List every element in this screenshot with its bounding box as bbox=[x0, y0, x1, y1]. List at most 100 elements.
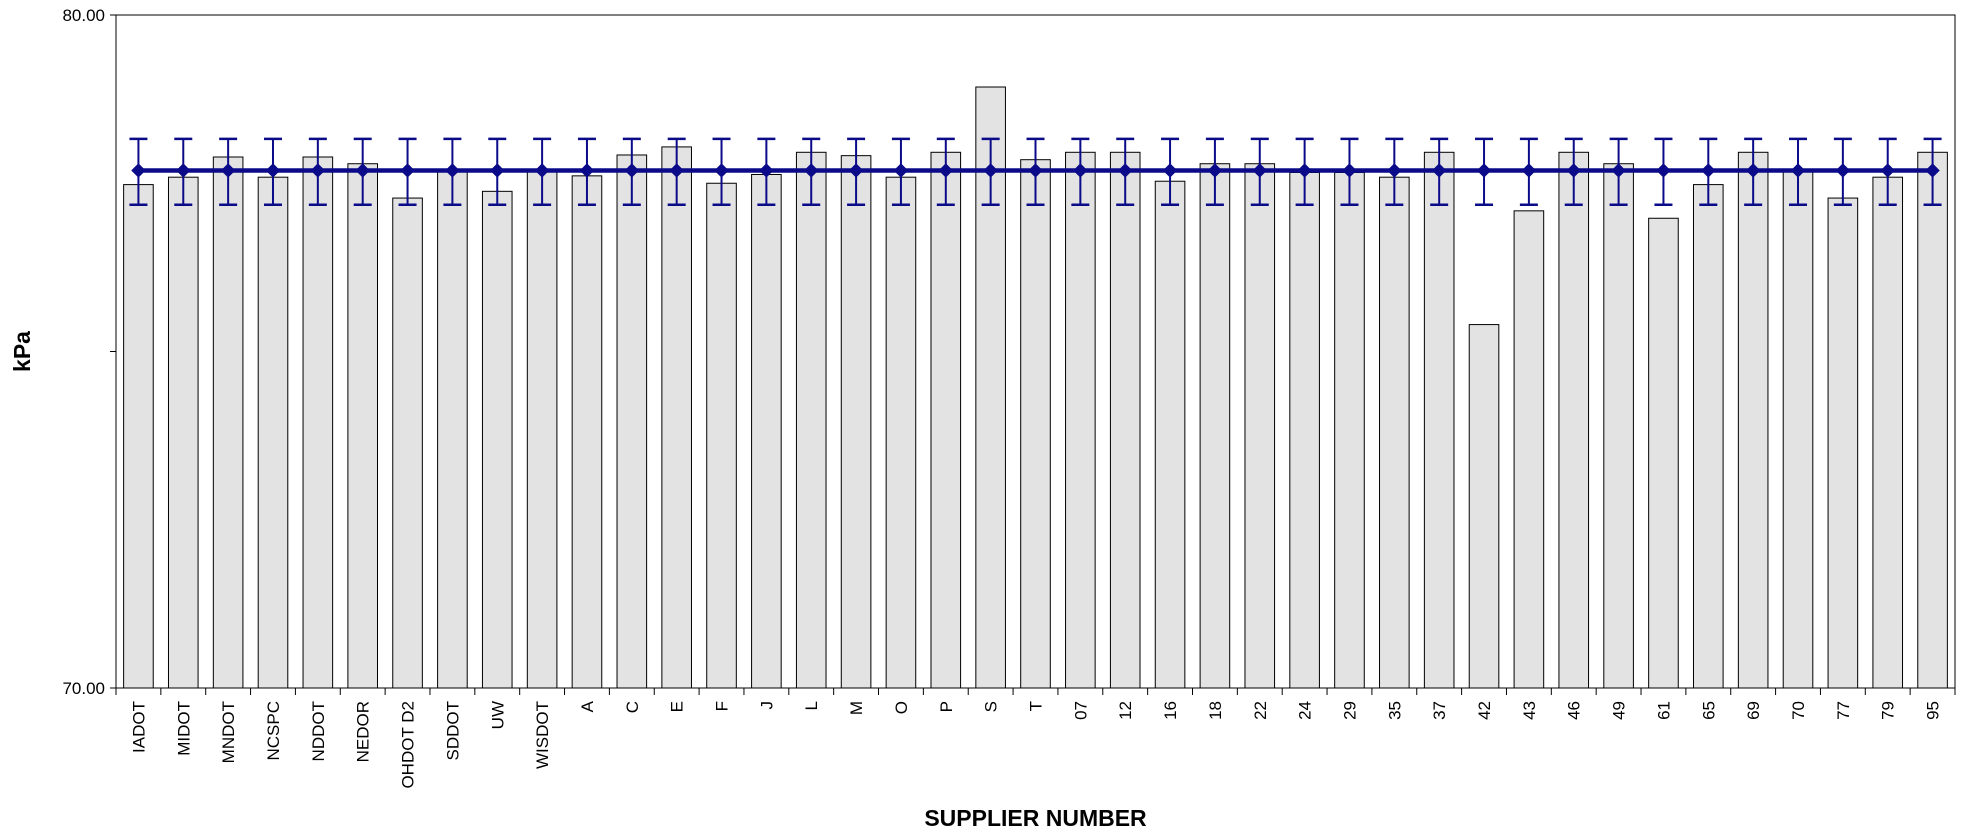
bar-MIDOT bbox=[167, 176, 199, 689]
bar-UW bbox=[481, 190, 513, 689]
bar-95 bbox=[1917, 151, 1948, 689]
x-category-label: 61 bbox=[1654, 701, 1673, 720]
bar-24 bbox=[1289, 171, 1320, 689]
mean-marker bbox=[669, 163, 684, 178]
bar-42 bbox=[1468, 324, 1500, 689]
x-category-label: IADOT bbox=[129, 701, 148, 753]
mean-marker bbox=[355, 163, 370, 178]
bar-MNDOT bbox=[212, 156, 244, 689]
bar-16 bbox=[1154, 180, 1186, 689]
bar-69 bbox=[1737, 151, 1769, 689]
mean-marker bbox=[1387, 163, 1402, 178]
x-category-label: 77 bbox=[1834, 701, 1853, 720]
bar-E bbox=[661, 146, 692, 689]
mean-marker bbox=[131, 163, 146, 178]
x-category-label: UW bbox=[488, 701, 507, 729]
mean-marker bbox=[1073, 163, 1088, 178]
bar-IADOT bbox=[123, 184, 154, 689]
x-category-label: 79 bbox=[1879, 701, 1898, 720]
x-category-label: A bbox=[578, 700, 597, 712]
mean-marker bbox=[534, 163, 550, 178]
mean-marker bbox=[1342, 163, 1357, 178]
x-category-label: WISDOT bbox=[533, 701, 552, 769]
x-category-label: SDDOT bbox=[443, 701, 462, 761]
mean-marker bbox=[1925, 163, 1940, 178]
bar-J bbox=[751, 174, 782, 689]
x-category-label: NEDOR bbox=[354, 701, 373, 762]
x-axis-ticks: IADOT MIDOT MNDOT NCSPC NDDOT NEDOR OHDOT D2 SD… bbox=[115, 688, 1956, 789]
x-category-label: E bbox=[668, 701, 687, 712]
mean-marker bbox=[804, 163, 819, 178]
bar-77 bbox=[1827, 197, 1859, 689]
bar-F bbox=[706, 182, 737, 689]
y-tick-label: 80.00 bbox=[62, 6, 105, 25]
bar-12 bbox=[1109, 151, 1141, 689]
x-category-label: NDDOT bbox=[309, 701, 328, 761]
mean-line-series bbox=[129, 137, 1942, 207]
mean-marker bbox=[1431, 163, 1447, 178]
x-category-label: 46 bbox=[1565, 701, 1584, 720]
x-category-label: T bbox=[1027, 701, 1046, 711]
x-category-label: 69 bbox=[1744, 701, 1763, 720]
bar-NEDOR bbox=[347, 163, 378, 689]
mean-marker bbox=[1701, 163, 1716, 178]
bar-M bbox=[840, 155, 872, 689]
mean-marker bbox=[1880, 163, 1895, 178]
mean-marker bbox=[759, 163, 774, 178]
bar-NCSPC bbox=[257, 176, 289, 689]
x-category-label: C bbox=[623, 701, 642, 713]
bar-07 bbox=[1065, 151, 1096, 689]
x-category-label: 42 bbox=[1475, 701, 1494, 720]
y-tick-label: 70.00 bbox=[62, 679, 105, 698]
bar-WISDOT bbox=[526, 169, 558, 689]
mean-marker bbox=[1835, 163, 1851, 178]
bar-49 bbox=[1603, 163, 1634, 689]
x-category-label: MNDOT bbox=[219, 701, 238, 763]
bar-70 bbox=[1782, 169, 1814, 689]
bar-61 bbox=[1648, 217, 1679, 689]
mean-marker bbox=[1566, 163, 1581, 178]
bar-P bbox=[930, 151, 962, 689]
mean-marker bbox=[1611, 163, 1626, 178]
mean-marker bbox=[490, 163, 505, 178]
bar-C bbox=[616, 154, 648, 689]
y-axis-title: kPa bbox=[9, 331, 35, 372]
x-category-label: M bbox=[847, 701, 866, 715]
bar-46 bbox=[1558, 151, 1590, 689]
mean-marker bbox=[1118, 163, 1133, 178]
x-category-label: J bbox=[757, 701, 776, 710]
bar-L bbox=[795, 151, 827, 689]
mean-marker bbox=[1476, 163, 1492, 178]
mean-marker bbox=[400, 163, 415, 178]
x-category-label: S bbox=[982, 701, 1001, 712]
mean-marker bbox=[310, 163, 326, 178]
x-category-label: 18 bbox=[1206, 701, 1225, 720]
mean-marker bbox=[1162, 163, 1178, 178]
bar-29 bbox=[1334, 171, 1365, 689]
mean-marker bbox=[220, 163, 236, 178]
x-category-label: F bbox=[713, 701, 732, 711]
bar-SDDOT bbox=[437, 169, 468, 689]
mean-marker bbox=[1297, 163, 1312, 178]
x-category-label: NCSPC bbox=[264, 701, 283, 761]
mean-marker bbox=[1521, 163, 1537, 178]
x-category-label: 49 bbox=[1610, 701, 1629, 720]
x-category-label: 37 bbox=[1430, 701, 1449, 720]
mean-marker bbox=[265, 163, 281, 178]
bar-O bbox=[885, 176, 917, 689]
mean-marker bbox=[176, 163, 191, 178]
y-axis-ticks: 80.00 70.00 bbox=[62, 6, 116, 698]
mean-marker bbox=[1252, 163, 1267, 178]
x-category-label: 35 bbox=[1385, 701, 1404, 720]
bar-18 bbox=[1199, 163, 1231, 689]
x-category-label: 07 bbox=[1071, 701, 1090, 720]
x-category-label: O bbox=[892, 701, 911, 714]
bar-OHDOT D2 bbox=[392, 197, 423, 689]
mean-marker bbox=[624, 163, 640, 178]
bar-A bbox=[571, 175, 603, 689]
bar-43 bbox=[1513, 210, 1545, 689]
bar-22 bbox=[1244, 163, 1276, 689]
x-category-label: 29 bbox=[1340, 701, 1359, 720]
mean-marker bbox=[1656, 163, 1671, 178]
